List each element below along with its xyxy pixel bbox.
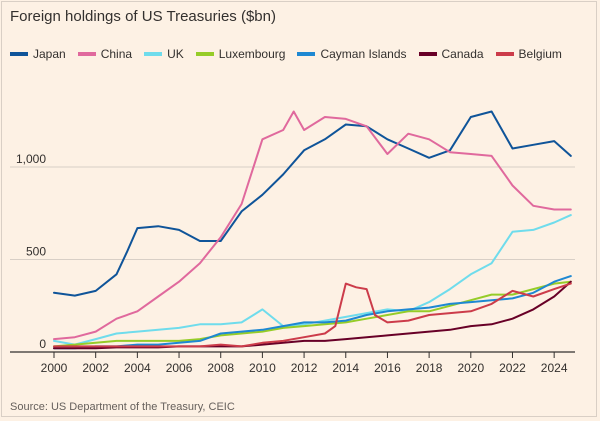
line-chart-plot: 0 500 1,000 2000 2002 2004 2006 2008 2010 2012 201… [10, 110, 575, 375]
legend-swatch [144, 52, 163, 56]
chart-source: Source: US Department of the Treasury, C… [10, 401, 235, 413]
x-tick-label: 2006 [166, 361, 193, 375]
x-tick-label: 2010 [249, 361, 276, 375]
x-tick-label: 2014 [332, 361, 359, 375]
x-tick-label: 2008 [207, 361, 234, 375]
legend-swatch [418, 52, 437, 56]
x-tick-label: 2012 [291, 361, 318, 375]
legend-label: Japan [33, 47, 66, 61]
legend-item-luxembourg: Luxembourg [195, 47, 286, 61]
legend-swatch [77, 52, 96, 56]
legend-item-china: China [77, 47, 133, 61]
x-tick-label: 2018 [416, 361, 443, 375]
x-tick-label: 2024 [541, 361, 568, 375]
series-line-belgium [53, 282, 572, 348]
series-line-luxembourg [53, 280, 572, 348]
legend-item-japan: Japan [10, 47, 66, 61]
x-tick-label: 2000 [41, 361, 68, 375]
y-tick-label: 1,000 [16, 152, 46, 166]
series-line-canada [53, 280, 572, 350]
chart-title: Foreign holdings of US Treasuries ($bn) [10, 8, 276, 25]
x-tick-label: 2020 [457, 361, 484, 375]
series-line-japan [53, 110, 572, 297]
y-tick-label: 0 [39, 337, 46, 351]
legend-swatch [195, 52, 214, 56]
y-tick-label: 500 [26, 245, 46, 259]
x-tick-label: 2022 [499, 361, 526, 375]
legend-label: China [100, 47, 133, 61]
chart-legend: Japan China UK Luxembourg Cayman Islands Cana… [10, 46, 562, 62]
legend-label: Luxembourg [218, 47, 286, 61]
legend-swatch [10, 52, 28, 56]
legend-label: Cayman Islands [320, 47, 407, 61]
legend-item-uk: UK [144, 47, 184, 61]
legend-label: Canada [441, 47, 484, 61]
series-line-china [53, 110, 572, 341]
legend-item-canada: Canada [418, 47, 484, 61]
legend-swatch [495, 52, 514, 56]
legend-label: UK [167, 47, 184, 61]
x-tick-label: 2016 [374, 361, 401, 375]
x-tick-label: 2004 [124, 361, 151, 375]
legend-label: Belgium [518, 47, 562, 61]
legend-swatch [297, 52, 316, 56]
legend-item-cayman-islands: Cayman Islands [297, 47, 407, 61]
x-tick-label: 2002 [82, 361, 109, 375]
series-line-cayman-islands [53, 275, 572, 350]
legend-item-belgium: Belgium [495, 47, 562, 61]
